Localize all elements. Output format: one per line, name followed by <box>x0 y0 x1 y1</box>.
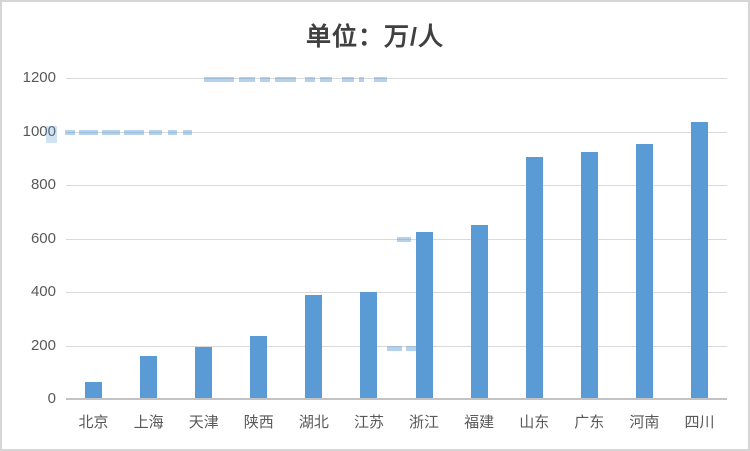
bar-广东 <box>580 151 598 398</box>
y-tick-label-800: 800 <box>30 176 56 193</box>
bar-浙江 <box>415 231 433 398</box>
x-tick-label-广东: 广东 <box>574 414 605 431</box>
gridline-1000 <box>66 131 727 133</box>
x-tick-label-四川: 四川 <box>684 414 715 431</box>
y-tick-label-600: 600 <box>30 229 56 247</box>
bar-山东 <box>525 156 543 398</box>
bar-福建 <box>470 225 488 398</box>
x-tick-label-河南: 河南 <box>629 414 660 431</box>
y-tick-label-400: 400 <box>30 283 56 300</box>
x-tick-label-江苏: 江苏 <box>353 414 384 431</box>
bar-湖北 <box>305 294 323 398</box>
chart-title: 单位：万/人 <box>306 23 444 51</box>
y-tick-label-1200: 1200 <box>22 69 56 86</box>
x-tick-label-福建: 福建 <box>464 414 495 431</box>
bar-天津 <box>195 346 213 398</box>
bar-四川 <box>690 122 708 398</box>
x-tick-label-湖北: 湖北 <box>298 414 329 431</box>
x-tick-label-山东: 山东 <box>519 414 550 431</box>
gridline-400 <box>66 292 727 293</box>
y-tick-label-0: 0 <box>47 390 56 407</box>
gridline-600 <box>66 238 727 240</box>
y-axis: 0 200 400 600 800 1000 1200 <box>2 69 56 407</box>
gridline-1200 <box>66 78 727 79</box>
plot-area <box>66 78 727 400</box>
bar-江苏 <box>360 292 378 398</box>
bar-陕西 <box>250 336 268 398</box>
x-tick-label-浙江: 浙江 <box>409 414 440 431</box>
bar-河南 <box>635 143 653 398</box>
x-tick-label-天津: 天津 <box>188 414 219 431</box>
gridline-800 <box>66 185 727 186</box>
x-axis: 北京 上海 天津 陕西 湖北 江苏 浙江 福建 山东 广东 河南 四川 <box>66 413 727 435</box>
gridline-200 <box>66 345 727 347</box>
x-tick-label-陕西: 陕西 <box>243 414 274 431</box>
bar-上海 <box>140 356 158 398</box>
bar-北京 <box>85 381 103 398</box>
y-tick-label-1000: 1000 <box>22 122 56 140</box>
y-tick-label-200: 200 <box>30 336 56 354</box>
x-tick-label-北京: 北京 <box>78 414 109 431</box>
x-tick-label-上海: 上海 <box>133 414 164 431</box>
x-axis-line <box>66 398 727 400</box>
